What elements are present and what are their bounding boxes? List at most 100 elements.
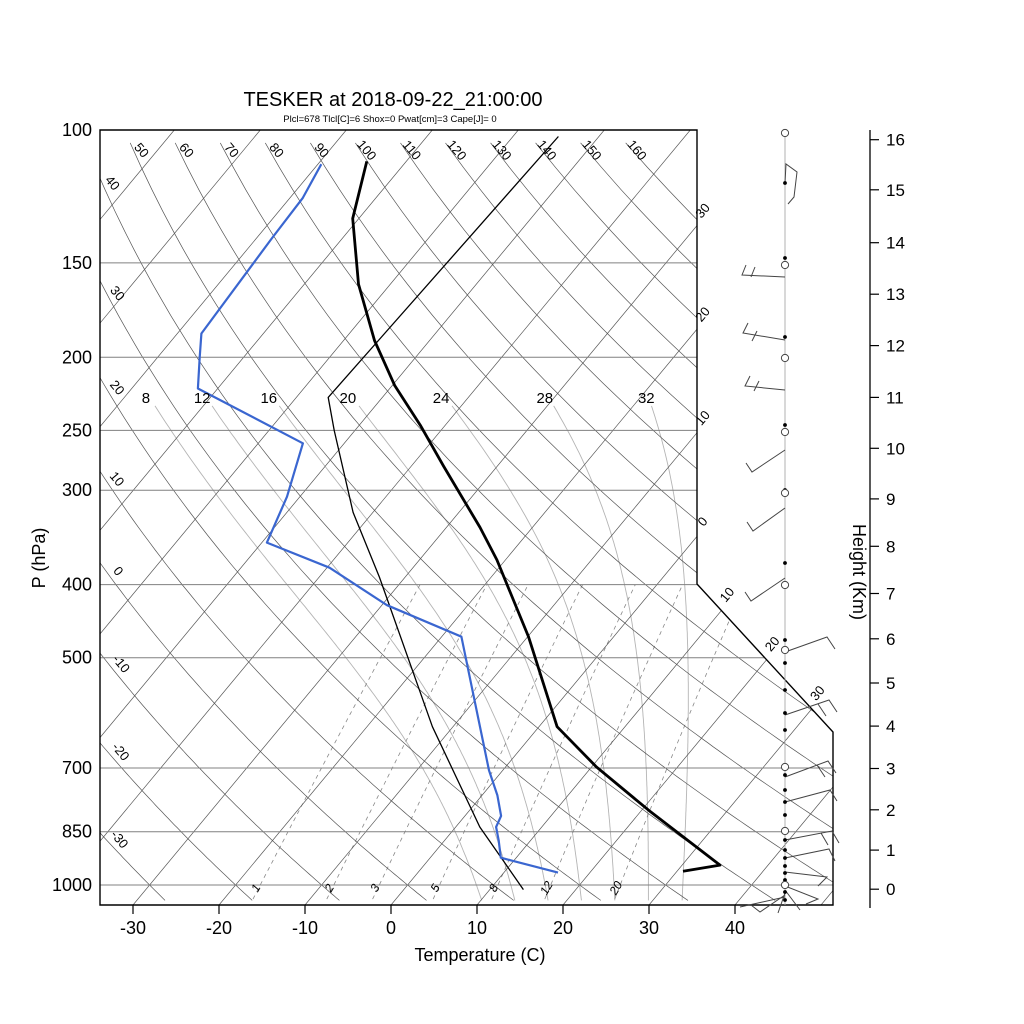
moist-adiabat-label: 12 — [194, 390, 211, 407]
wind-level-dot — [783, 856, 787, 860]
height-tick-label: 16 — [886, 131, 905, 150]
wind-barb — [741, 264, 786, 278]
dry-adiabat-label: 100 — [354, 137, 379, 163]
wind-level-circle — [780, 353, 790, 363]
wind-barb — [817, 703, 827, 717]
wind-barb — [784, 871, 829, 887]
pressure-tick-label: 500 — [62, 648, 92, 668]
wind-level-dot — [783, 871, 787, 875]
auxiliary-curve — [327, 136, 559, 890]
wind-level-dot — [783, 864, 787, 868]
wind-level-dot — [783, 638, 787, 642]
wind-barb — [746, 507, 786, 532]
right-axis-title: Height (Km) — [849, 524, 869, 620]
height-tick-label: 7 — [886, 585, 895, 604]
wind-level-dot — [783, 800, 787, 804]
pressure-tick-label: 200 — [62, 347, 92, 367]
dewpoint-curve — [196, 163, 559, 874]
dry-adiabat-label: 50 — [131, 140, 152, 161]
temperature-tick-label: 30 — [639, 918, 659, 938]
wind-barb — [784, 789, 838, 803]
wind-level-dot — [783, 898, 787, 902]
temperature-tick-label: -30 — [120, 918, 146, 938]
wind-level-circle — [780, 645, 790, 655]
wind-level-dot — [783, 711, 787, 715]
wind-barb — [750, 266, 756, 278]
wind-barb — [816, 764, 826, 778]
wind-level-dot — [783, 773, 787, 777]
wind-barb — [784, 636, 836, 653]
wind-barb — [745, 449, 786, 473]
dry-adiabat-label: 130 — [489, 137, 514, 163]
height-tick-label: 0 — [886, 880, 895, 899]
wind-barb — [784, 699, 838, 716]
wind-level-dot — [783, 423, 787, 427]
wind-level-dot — [783, 561, 787, 565]
wind-barb — [784, 885, 820, 905]
temperature-tick-label: -20 — [206, 918, 232, 938]
isotherm-label: 10 — [692, 407, 713, 428]
wind-level-circle — [780, 880, 790, 890]
moist-adiabat-label: 20 — [340, 390, 357, 407]
moist-adiabat-label: 32 — [638, 390, 655, 407]
mixing-ratio-label: 12 — [537, 878, 556, 897]
wind-level-dot — [783, 878, 787, 882]
pressure-tick-label: 100 — [62, 120, 92, 140]
pressure-tick-label: 300 — [62, 480, 92, 500]
wind-level-dot — [783, 788, 787, 792]
dry-adiabat-label: 150 — [579, 137, 604, 163]
temperature-tick-label: 20 — [553, 918, 573, 938]
wind-level-circle — [780, 826, 790, 836]
height-tick-label: 11 — [886, 388, 904, 407]
height-tick-label: 8 — [886, 537, 895, 556]
wind-level-circle — [780, 260, 790, 270]
wind-barb — [784, 163, 798, 205]
plot-frame — [99, 129, 834, 906]
pressure-tick-label: 250 — [62, 420, 92, 440]
dry-adiabat-label: -10 — [110, 652, 134, 676]
wind-level-circle — [780, 488, 790, 498]
wind-level-dot — [783, 728, 787, 732]
wind-barb — [753, 380, 760, 392]
dry-adiabat-label: 110 — [400, 137, 425, 163]
wind-level-dot — [783, 688, 787, 692]
pressure-tick-label: 150 — [62, 253, 92, 273]
wind-level-dot — [783, 661, 787, 665]
temperature-tick-label: 0 — [386, 918, 396, 938]
wind-level-dot — [783, 813, 787, 817]
dry-adiabat-label: 90 — [311, 140, 332, 161]
wind-barb — [750, 894, 786, 913]
wind-barb — [784, 830, 840, 844]
wind-level-circle — [780, 427, 790, 437]
dry-adiabat-label: 120 — [444, 137, 469, 163]
wind-barb-column — [739, 128, 840, 914]
left-axis-title: P (hPa) — [29, 528, 49, 589]
isotherm-label: 30 — [807, 683, 828, 704]
temperature-curve — [351, 160, 722, 873]
pressure-tick-label: 700 — [62, 758, 92, 778]
mixing-ratio-label: 20 — [606, 878, 625, 898]
height-tick-label: 5 — [886, 674, 895, 693]
dry-adiabat-label: 60 — [176, 140, 197, 161]
pressure-tick-label: 400 — [62, 575, 92, 595]
wind-barb — [784, 848, 836, 862]
height-tick-label: 1 — [886, 841, 895, 860]
wind-barb — [820, 832, 829, 846]
wind-barb — [784, 889, 801, 911]
x-axis-title: Temperature (C) — [414, 945, 545, 965]
wind-level-dot — [783, 256, 787, 260]
dry-adiabat-label: 80 — [266, 140, 287, 161]
height-tick-label: 6 — [886, 630, 895, 649]
wind-level-circle — [780, 128, 790, 138]
moist-adiabat-label: 16 — [260, 390, 277, 407]
height-tick-label: 12 — [886, 337, 905, 356]
moist-adiabat-label: 28 — [536, 390, 553, 407]
wind-level-dot — [783, 838, 787, 842]
dry-adiabat-label: -30 — [108, 827, 132, 851]
chart-title: TESKER at 2018-09-22_21:00:00 — [243, 89, 542, 111]
height-tick-label: 9 — [886, 490, 895, 509]
dry-adiabat-label: 0 — [110, 563, 126, 578]
